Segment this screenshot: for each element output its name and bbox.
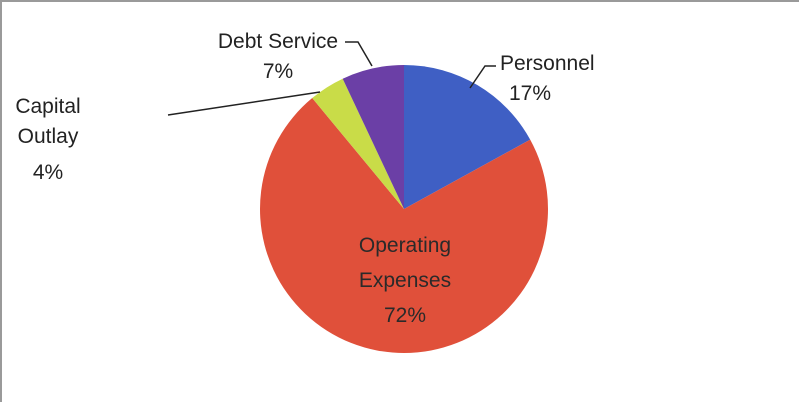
slice-label-operating-expenses-line2: Expenses <box>359 269 451 292</box>
pie-slices <box>260 65 549 354</box>
slice-value-debt-service: 7% <box>263 60 293 83</box>
pie-slice-debt-service <box>342 65 404 209</box>
personnel-leader-line <box>469 65 496 89</box>
slice-label-debt-service: Debt Service <box>218 30 338 53</box>
pie-slice-operating-expenses <box>260 98 549 354</box>
slice-value-capital-outlay: 4% <box>33 161 63 184</box>
debt-service-leader-line <box>345 41 373 67</box>
slice-value-personnel: 17% <box>509 82 551 105</box>
capital-outlay-leader-line <box>167 91 321 116</box>
pie-slice-personnel <box>404 65 531 209</box>
slice-label-personnel: Personnel <box>500 52 595 75</box>
slice-label-operating-expenses-line1: Operating <box>359 234 451 257</box>
slice-label-capital-outlay-line2: Outlay <box>18 125 79 148</box>
slice-label-capital-outlay-line1: Capital <box>15 95 80 118</box>
pie-slice-capital-outlay <box>312 78 404 209</box>
slice-value-operating-expenses: 72% <box>384 304 426 327</box>
